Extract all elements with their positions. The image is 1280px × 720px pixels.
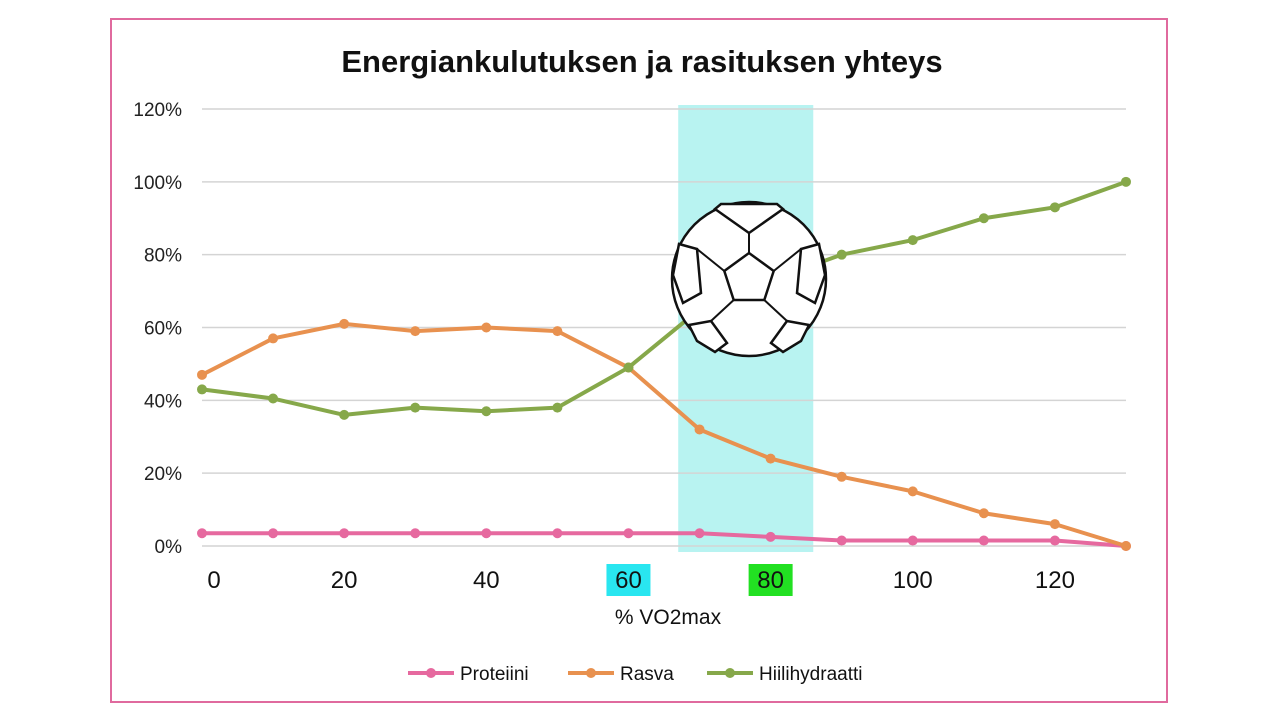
legend-label: Proteiini: [460, 664, 529, 685]
data-point: [978, 508, 989, 519]
series-line: [201, 179, 1127, 417]
chart-title: Energiankulutuksen ja rasituksen yhteys: [341, 44, 942, 79]
y-tick-label: 40%: [144, 391, 182, 412]
series-line: [201, 321, 1127, 548]
y-tick-label: 20%: [144, 464, 182, 485]
legend-item: Proteiini: [408, 664, 529, 685]
data-point: [339, 409, 350, 420]
data-point: [836, 249, 847, 260]
data-point: [410, 528, 421, 539]
x-axis-label: % VO2max: [615, 606, 722, 629]
data-point: [552, 402, 563, 413]
y-axis-ticks: 0% 20% 40% 60% 80% 100% 120%: [133, 100, 182, 558]
data-point: [481, 322, 492, 333]
data-point: [978, 535, 989, 546]
data-point: [1049, 535, 1060, 546]
data-point: [1049, 519, 1060, 530]
data-point: [765, 453, 776, 464]
y-tick-label: 100%: [133, 173, 182, 194]
y-tick-label: 0%: [155, 537, 183, 558]
x-tick-label: 20: [331, 567, 358, 594]
x-tick-label: 40: [473, 567, 500, 594]
x-tick-highlight: [748, 564, 793, 596]
data-point: [1049, 202, 1060, 213]
data-point: [836, 471, 847, 482]
data-point: [836, 535, 847, 546]
data-point: [197, 369, 207, 380]
series-group: [197, 176, 1131, 551]
data-point: [907, 235, 918, 246]
legend-item: Rasva: [568, 664, 674, 685]
data-point: [268, 333, 279, 344]
data-point: [623, 528, 634, 539]
series-hiilihydraatti: [197, 176, 1131, 420]
data-point: [410, 326, 421, 337]
x-tick-label: 80: [757, 567, 784, 594]
series-proteiini: [197, 528, 1131, 551]
data-point: [694, 528, 705, 539]
series-line: [202, 531, 1127, 548]
data-point: [978, 213, 989, 224]
x-tick-label: 0: [207, 567, 220, 594]
legend-label: Hiilihydraatti: [759, 664, 862, 685]
data-point: [907, 486, 918, 497]
x-tick-label: 100: [893, 567, 933, 594]
data-point: [481, 406, 492, 417]
data-point: [907, 535, 918, 546]
soccer-ball-icon: [670, 200, 828, 358]
x-tick-label: 120: [1035, 567, 1075, 594]
data-point: [410, 402, 421, 413]
legend-marker: [725, 668, 735, 678]
data-point: [765, 531, 776, 542]
x-axis-ticks: 0 20 40 60 80 100 120: [207, 564, 1075, 596]
data-point: [197, 384, 207, 395]
data-point: [197, 528, 207, 539]
data-point: [1121, 176, 1131, 187]
y-tick-label: 80%: [144, 246, 182, 267]
legend-marker: [426, 668, 436, 678]
series-rasva: [197, 318, 1131, 551]
data-point: [268, 393, 279, 404]
data-point: [552, 528, 563, 539]
data-point: [623, 362, 634, 373]
x-tick-label: 60: [615, 567, 642, 594]
data-point: [1121, 541, 1131, 551]
legend-marker: [586, 668, 596, 678]
chart-frame: Energiankulutuksen ja rasituksen yhteys …: [110, 18, 1168, 703]
data-point: [339, 318, 350, 329]
legend: Proteiini Rasva Hiilihydraatti: [408, 664, 862, 685]
data-point: [552, 326, 563, 337]
data-point: [339, 528, 350, 539]
chart: Energiankulutuksen ja rasituksen yhteys …: [133, 44, 1131, 685]
grid: [202, 108, 1126, 547]
legend-item: Hiilihydraatti: [707, 664, 862, 685]
x-tick-highlight: [606, 564, 651, 596]
data-point: [694, 424, 705, 435]
y-tick-label: 60%: [144, 319, 182, 340]
data-point: [481, 528, 492, 539]
legend-label: Rasva: [620, 664, 674, 685]
y-tick-label: 120%: [133, 100, 182, 121]
data-point: [268, 528, 279, 539]
